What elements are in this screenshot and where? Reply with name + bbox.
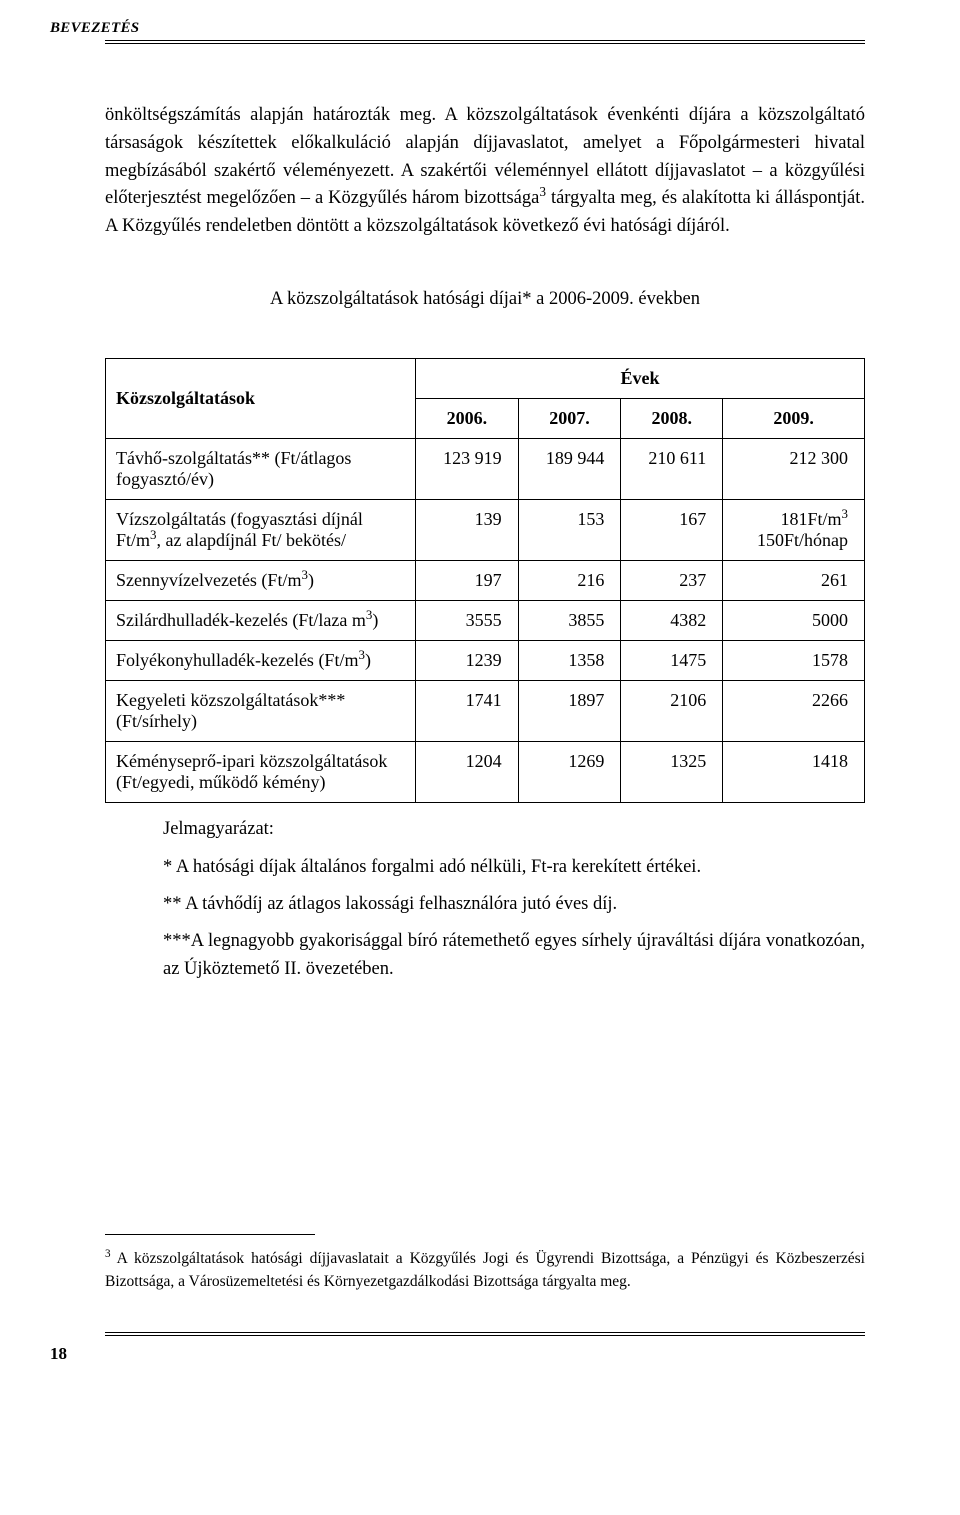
col-year-0: 2006.	[416, 398, 519, 438]
cell: 3855	[518, 600, 621, 640]
row-label: Szilárdhulladék-kezelés (Ft/laza m3)	[106, 600, 416, 640]
table-header-row-1: Közszolgáltatások Évek	[106, 358, 865, 398]
cell: 216	[518, 560, 621, 600]
col-year-1: 2007.	[518, 398, 621, 438]
prices-table: Közszolgáltatások Évek 2006. 2007. 2008.…	[105, 358, 865, 803]
cell: 139	[416, 499, 519, 560]
footnote-separator	[105, 1234, 315, 1235]
cell: 2266	[723, 680, 865, 741]
cell: 237	[621, 560, 723, 600]
page-number: 18	[50, 1344, 865, 1364]
footnote-text: A közszolgáltatások hatósági díjjavaslat…	[105, 1250, 865, 1290]
cell: 181Ft/m3150Ft/hónap	[723, 499, 865, 560]
page-footer: 18	[105, 1332, 865, 1364]
cell: 5000	[723, 600, 865, 640]
header-rule-thin	[105, 43, 865, 44]
col-year-3: 2009.	[723, 398, 865, 438]
legend-item-2: ***A legnagyobb gyakorisággal bíró rátem…	[163, 927, 865, 984]
cell: 4382	[621, 600, 723, 640]
cell: 189 944	[518, 438, 621, 499]
table-row: Folyékonyhulladék-kezelés (Ft/m3)1239135…	[106, 640, 865, 680]
row-label: Folyékonyhulladék-kezelés (Ft/m3)	[106, 640, 416, 680]
row-label: Távhő-szolgáltatás** (Ft/átlagos fogyasz…	[106, 438, 416, 499]
col-head-years: Évek	[416, 358, 865, 398]
cell: 167	[621, 499, 723, 560]
footnote: 3 A közszolgáltatások hatósági díjjavasl…	[105, 1247, 865, 1294]
cell: 212 300	[723, 438, 865, 499]
body-paragraph: önköltségszámítás alapján határozták meg…	[105, 102, 865, 241]
col-year-2: 2008.	[621, 398, 723, 438]
cell: 261	[723, 560, 865, 600]
row-label: Kegyeleti közszolgáltatások*** (Ft/sírhe…	[106, 680, 416, 741]
cell: 2106	[621, 680, 723, 741]
table-caption: A közszolgáltatások hatósági díjai* a 20…	[105, 289, 865, 310]
row-label: Vízszolgáltatás (fogyasztási díjnál Ft/m…	[106, 499, 416, 560]
table-row: Kéményseprő-ipari közszolgáltatások (Ft/…	[106, 741, 865, 802]
header-rule-thick	[105, 40, 865, 41]
cell: 1741	[416, 680, 519, 741]
cell: 123 919	[416, 438, 519, 499]
cell: 1325	[621, 741, 723, 802]
cell: 153	[518, 499, 621, 560]
footer-rule-thick	[105, 1335, 865, 1336]
cell: 1358	[518, 640, 621, 680]
legend-item-0: * A hatósági díjak általános forgalmi ad…	[163, 853, 865, 882]
table-row: Kegyeleti közszolgáltatások*** (Ft/sírhe…	[106, 680, 865, 741]
cell: 1204	[416, 741, 519, 802]
table-row: Vízszolgáltatás (fogyasztási díjnál Ft/m…	[106, 499, 865, 560]
cell: 1578	[723, 640, 865, 680]
cell: 1418	[723, 741, 865, 802]
cell: 197	[416, 560, 519, 600]
cell: 3555	[416, 600, 519, 640]
table-row: Szilárdhulladék-kezelés (Ft/laza m3)3555…	[106, 600, 865, 640]
legend: Jelmagyarázat: * A hatósági díjak általá…	[105, 815, 865, 984]
cell: 210 611	[621, 438, 723, 499]
legend-title: Jelmagyarázat:	[163, 815, 865, 844]
legend-item-1: ** A távhődíj az átlagos lakossági felha…	[163, 890, 865, 919]
footer-rule-thin	[105, 1332, 865, 1333]
cell: 1897	[518, 680, 621, 741]
table-body: Távhő-szolgáltatás** (Ft/átlagos fogyasz…	[106, 438, 865, 802]
cell: 1475	[621, 640, 723, 680]
table-row: Távhő-szolgáltatás** (Ft/átlagos fogyasz…	[106, 438, 865, 499]
row-label: Szennyvízelvezetés (Ft/m3)	[106, 560, 416, 600]
table-row: Szennyvízelvezetés (Ft/m3)197216237261	[106, 560, 865, 600]
cell: 1269	[518, 741, 621, 802]
col-head-services: Közszolgáltatások	[106, 358, 416, 438]
running-head: BEVEZETÉS	[50, 20, 865, 37]
row-label: Kéményseprő-ipari közszolgáltatások (Ft/…	[106, 741, 416, 802]
cell: 1239	[416, 640, 519, 680]
